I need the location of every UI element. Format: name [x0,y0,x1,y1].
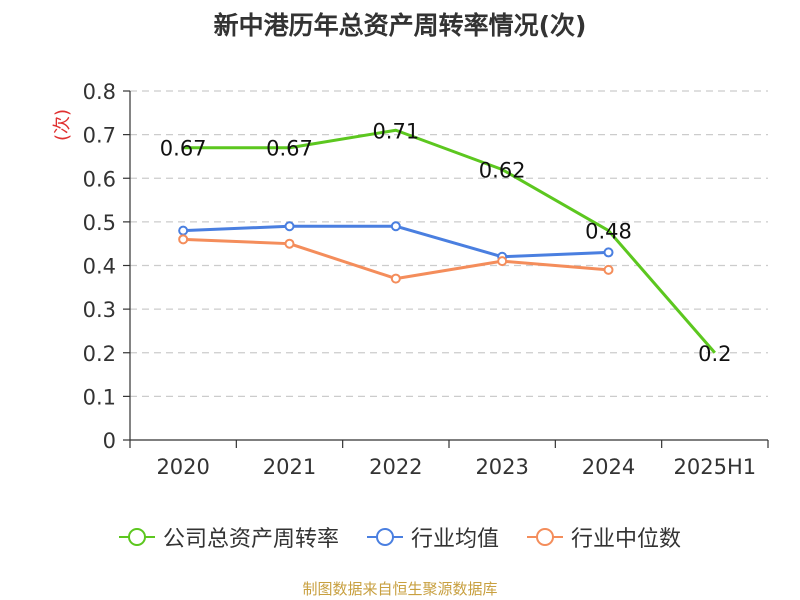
legend-marker-icon [366,527,403,547]
y-tick-label: 0.6 [83,167,116,191]
data-label: 0.67 [266,137,313,161]
y-axis-ticks: 0 0.1 0.2 0.3 0.4 0.5 0.6 0.7 0.8 [83,80,130,453]
y-tick-label: 0.7 [83,124,116,148]
data-point [178,234,189,245]
x-tick-label: 2021 [263,455,316,479]
data-point [390,273,401,284]
legend-label: 行业中位数 [571,527,682,552]
y-tick-label: 0.8 [83,80,116,104]
legend-marker-icon [527,527,563,547]
source-note: 制图数据来自恒生聚源数据库 [302,580,498,598]
x-tick-label: 2022 [369,455,422,479]
legend-label: 公司总资产周转率 [162,527,339,552]
legend-marker-icon [118,527,155,547]
series-line-0 [183,128,716,354]
chart-title: 新中港历年总资产周转率情况(次) [213,11,587,40]
x-tick-label: 2025H1 [674,455,757,479]
data-label: 0.48 [585,220,632,244]
series-line-2 [183,237,609,281]
legend-item: 公司总资产周转率 [118,521,339,553]
y-tick-label: 0.3 [83,298,116,322]
x-axis-ticks: 2020 2021 2022 2023 2024 2025H1 [129,440,769,479]
gridlines [130,90,768,397]
y-tick-label: 0.2 [83,342,116,366]
series-layer [178,128,716,354]
x-tick-label: 2023 [475,455,528,479]
legend-label: 行业均值 [410,527,499,552]
x-tick-label: 2024 [582,455,635,479]
y-tick-label: 0.4 [83,255,116,279]
data-label: 0.67 [160,137,207,161]
y-tick-label: 0.5 [83,211,116,235]
legend-item: 行业均值 [366,521,499,553]
data-point [390,221,401,232]
data-label: 0.2 [698,342,731,366]
data-point [603,264,614,275]
y-tick-label: 0.1 [83,385,116,409]
y-axis-label: (次) [52,109,73,141]
data-label: 0.71 [372,119,419,143]
data-point [497,256,508,267]
legend-item: 行业中位数 [527,521,681,553]
x-tick-label: 2020 [156,455,209,479]
data-labels: 0.67 0.67 0.71 0.62 0.48 0.2 [160,119,732,365]
data-point [284,238,295,249]
legend: 公司总资产周转率 行业均值 行业中位数 [0,520,800,554]
data-point [603,247,614,258]
data-point [178,225,189,236]
data-point [284,221,295,232]
y-tick-label: 0 [103,429,116,453]
data-label: 0.62 [479,159,526,183]
